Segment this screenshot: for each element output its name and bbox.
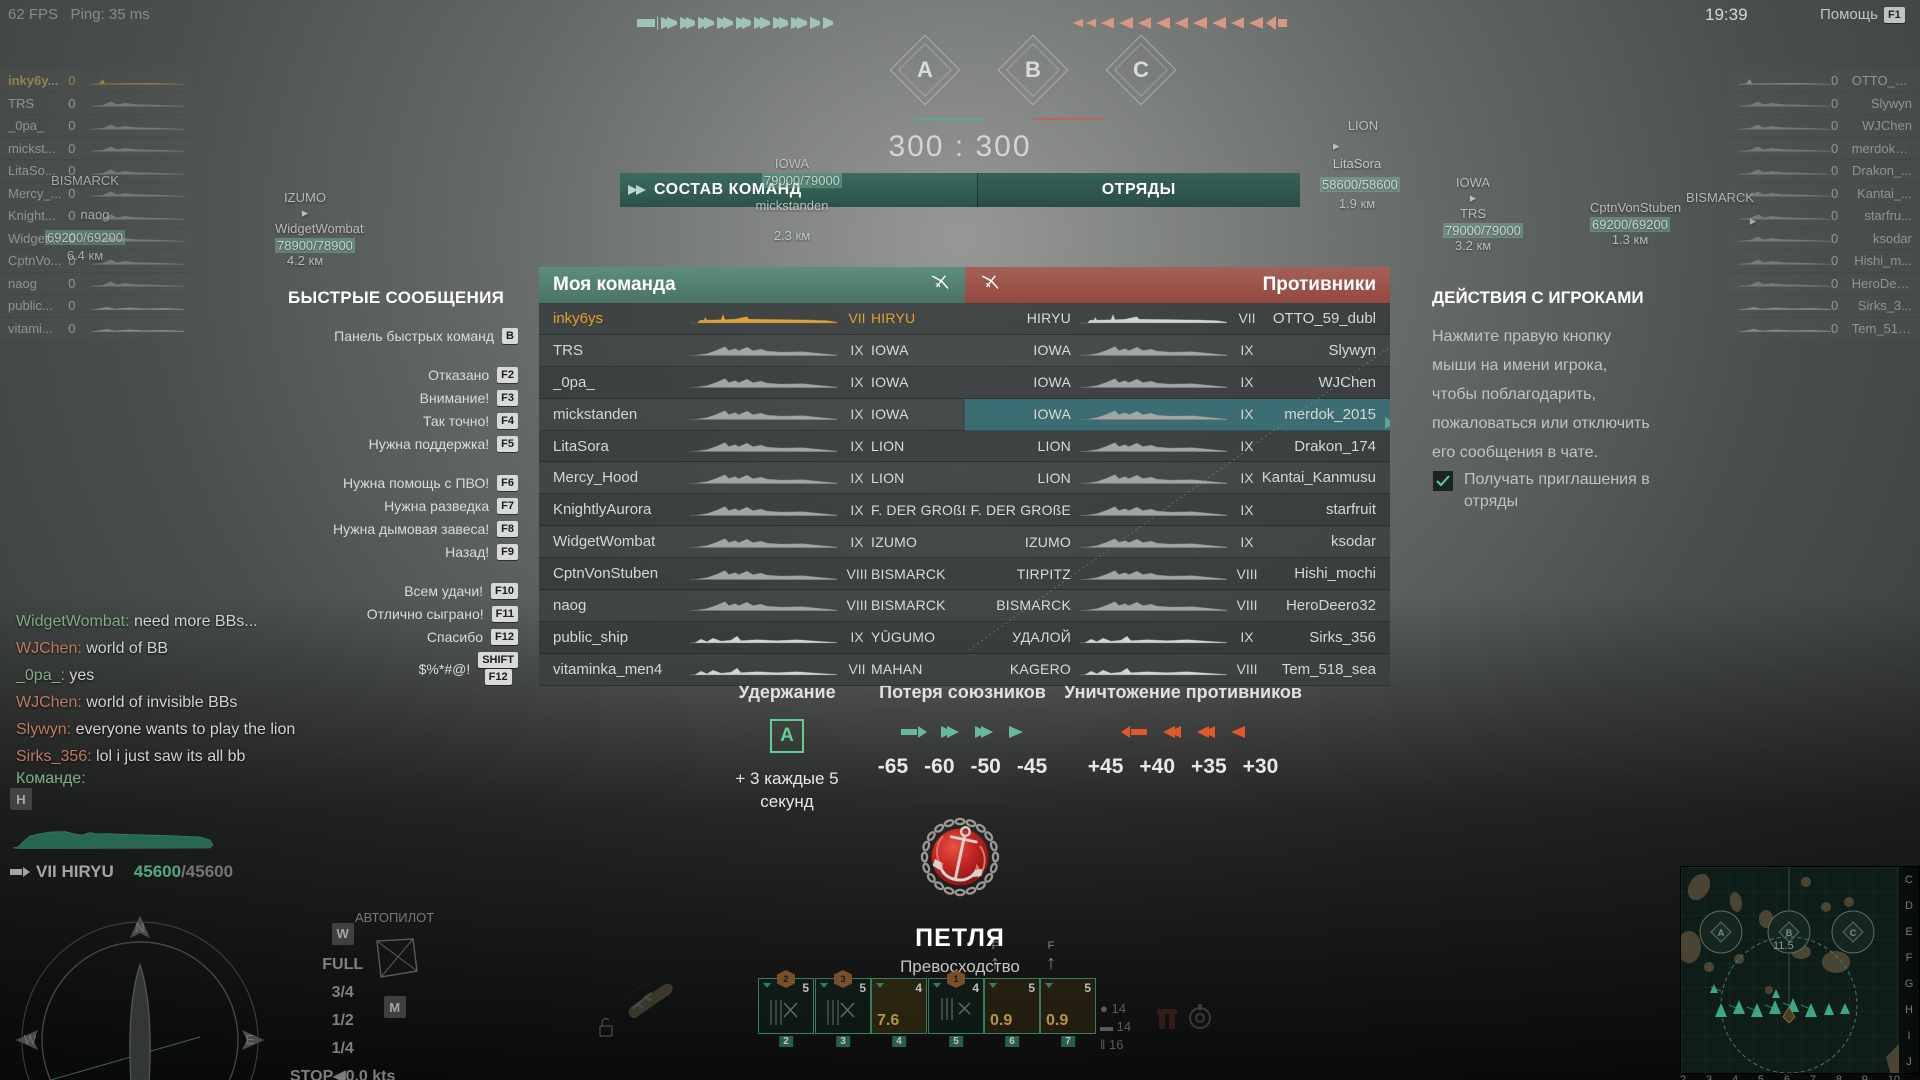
svg-text:C: C [1850,928,1857,938]
svg-text:N: N [135,920,144,935]
svg-text:A: A [1718,928,1725,938]
svg-text:11.5: 11.5 [1773,940,1794,952]
svg-text:B: B [1786,928,1793,938]
